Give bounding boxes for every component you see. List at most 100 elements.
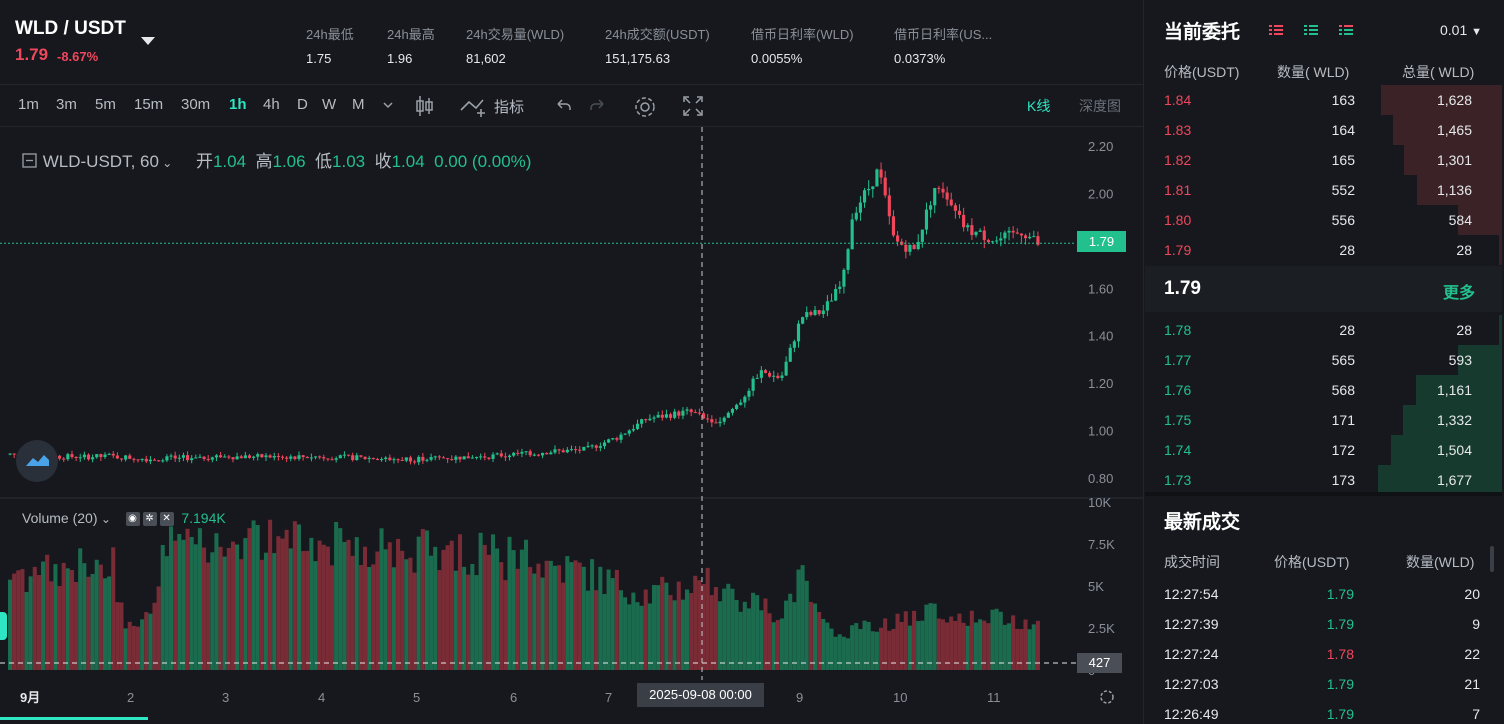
undo-icon[interactable] (553, 94, 573, 121)
volume-bar (804, 580, 809, 670)
settings-gear-icon[interactable] (632, 94, 658, 123)
collapse-icon[interactable] (22, 153, 38, 169)
side-panel-handle[interactable] (0, 612, 7, 640)
candle-body (524, 451, 528, 453)
volume-bar (1023, 619, 1028, 670)
orderbook-view-both-icon[interactable] (1268, 22, 1284, 41)
orderbook-view-bids-icon[interactable] (1303, 22, 1319, 41)
ask-price: 1.84 (1164, 92, 1192, 108)
candle-body (953, 205, 957, 211)
bid-total: 1,161 (1436, 382, 1472, 398)
timeframe-4h[interactable]: 4h (263, 96, 280, 113)
tradingview-logo[interactable] (16, 440, 58, 482)
ob-header-price: 价格(USDT) (1164, 64, 1240, 80)
volume-bar (197, 528, 202, 670)
indicator-icon[interactable] (459, 94, 489, 121)
timeframe-d[interactable]: D (297, 96, 308, 113)
volume-bar (982, 620, 987, 670)
close-icon[interactable]: ✕ (159, 512, 174, 527)
timeframe-m[interactable]: M (352, 96, 365, 113)
ask-qty: 165 (1331, 152, 1355, 168)
candlestick-chart[interactable]: 2.202.001.801.601.401.201.000.8010K7.5K5… (0, 127, 1143, 707)
bid-price: 1.74 (1164, 442, 1192, 458)
candle-body (297, 455, 301, 459)
volume-bar (635, 602, 640, 670)
volume-bar (371, 564, 376, 670)
more-button[interactable]: 更多 (1443, 285, 1476, 302)
scrollbar[interactable] (1490, 546, 1494, 572)
candle-body (388, 457, 392, 461)
fullscreen-icon[interactable] (681, 94, 705, 121)
candle-body (929, 205, 933, 210)
timeframe-1m[interactable]: 1m (18, 96, 39, 113)
bid-row[interactable]: 1.74 172 1,504 (1145, 435, 1502, 465)
candle-body (223, 456, 227, 458)
redo-icon[interactable] (588, 94, 608, 121)
candle-body (825, 301, 829, 311)
caret-down-icon[interactable] (141, 37, 155, 45)
ask-row[interactable]: 1.83 164 1,465 (1145, 115, 1502, 145)
ask-row[interactable]: 1.82 165 1,301 (1145, 145, 1502, 175)
volume-bar (528, 567, 533, 670)
volume-bar (796, 569, 801, 670)
volume-bar (722, 588, 727, 670)
bid-row[interactable]: 1.75 171 1,332 (1145, 405, 1502, 435)
bid-row[interactable]: 1.76 568 1,161 (1145, 375, 1502, 405)
candle-body (817, 310, 821, 315)
settings-gear-icon[interactable]: ✲ (142, 512, 157, 527)
timeframe-5m[interactable]: 5m (95, 96, 116, 113)
eye-icon[interactable]: ◉ (125, 512, 140, 527)
legend-symbol[interactable]: WLD-USDT, 60 (42, 152, 159, 171)
chevron-down-icon[interactable]: ⌄ (158, 156, 173, 170)
timeframe-w[interactable]: W (322, 96, 337, 113)
volume-label[interactable]: Volume (20) (22, 510, 98, 526)
volume-bar (1015, 628, 1020, 670)
volume-bar (1027, 629, 1032, 670)
candle-body (644, 419, 648, 421)
chevron-down-icon[interactable]: ⌄ (97, 512, 111, 526)
timeframe-1h[interactable]: 1h (229, 96, 247, 113)
volume-bar (598, 566, 603, 670)
candle-body (429, 457, 433, 460)
axis-settings-icon[interactable] (1100, 690, 1114, 704)
candle-body (417, 456, 421, 463)
candle-body (627, 430, 631, 434)
precision-select[interactable]: 0.01 ▼ (1440, 22, 1483, 38)
candle-body (479, 456, 483, 458)
candle-body (107, 453, 111, 455)
candle-body (545, 452, 549, 455)
trade-price: 1.78 (1326, 646, 1354, 662)
candle-body (495, 453, 499, 455)
candle-body (842, 269, 846, 287)
bid-total: 593 (1448, 352, 1472, 368)
ask-row[interactable]: 1.81 552 1,136 (1145, 175, 1502, 205)
depth-bar (1499, 315, 1502, 345)
volume-bar (342, 541, 347, 670)
orderbook-view-asks-icon[interactable] (1338, 22, 1354, 41)
candle-body (227, 456, 231, 458)
tab-kline[interactable]: K线 (1027, 98, 1051, 114)
candle-body (58, 455, 62, 459)
volume-bar (276, 536, 281, 670)
mid-price: 1.79 (1164, 278, 1201, 299)
timeframe-15m[interactable]: 15m (134, 96, 164, 113)
volume-bar (837, 634, 842, 670)
volume-axis-tick: 2.5K (1088, 621, 1115, 636)
candle-body (652, 417, 656, 419)
ask-row[interactable]: 1.79 28 28 (1145, 235, 1502, 265)
ask-row[interactable]: 1.84 163 1,628 (1145, 85, 1502, 115)
candlestick-icon[interactable] (414, 94, 436, 121)
pair-selector[interactable]: WLD / USDT (15, 18, 126, 39)
tab-depth-chart[interactable]: 深度图 (1079, 98, 1121, 114)
candle-body (392, 459, 396, 461)
candle-body (631, 429, 635, 431)
bid-row[interactable]: 1.73 173 1,677 (1145, 465, 1502, 495)
bid-row[interactable]: 1.77 565 593 (1145, 345, 1502, 375)
ask-row[interactable]: 1.80 556 584 (1145, 205, 1502, 235)
bid-row[interactable]: 1.78 28 28 (1145, 315, 1502, 345)
timeframe-3m[interactable]: 3m (56, 96, 77, 113)
indicator-button[interactable]: 指标 (494, 99, 525, 116)
trade-row: 12:27:54 1.79 20 (1164, 586, 1484, 616)
timeframe-30m[interactable]: 30m (181, 96, 211, 113)
chevron-down-icon[interactable] (381, 98, 395, 115)
